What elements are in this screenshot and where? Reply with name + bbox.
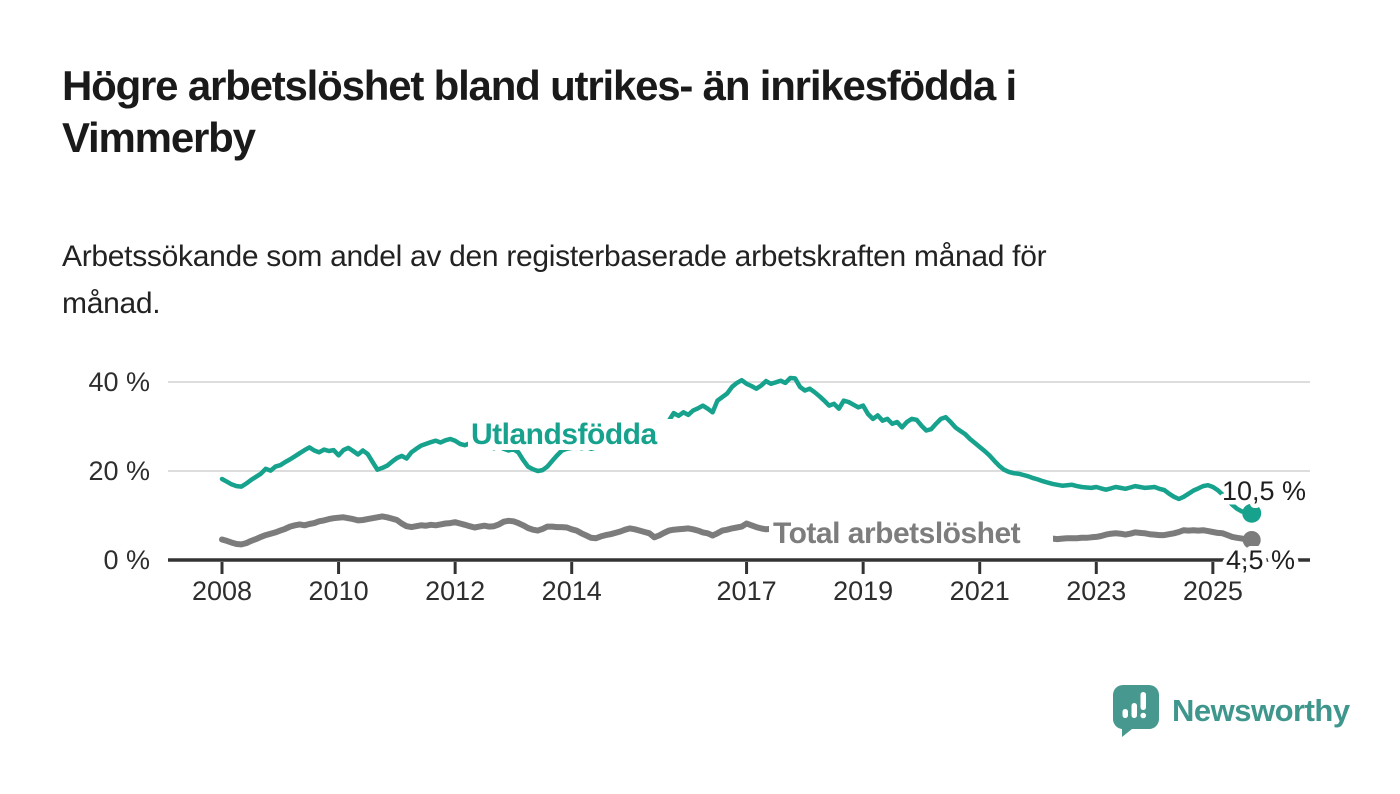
bar-exclamation	[1140, 692, 1146, 710]
page-title: Högre arbetslöshet bland utrikes- än inr…	[62, 60, 1302, 164]
page-subtitle-line2: månad.	[62, 287, 161, 320]
end-value-label-utlandsfodda: 10,5 %	[1222, 476, 1306, 506]
x-tick-label-2008: 2008	[192, 576, 252, 606]
end-dot-total	[1242, 530, 1261, 549]
series-label-utlandsfodda: Utlandsfödda	[471, 418, 657, 451]
line-utlandsfodda	[219, 375, 1254, 516]
page-title-line1: Högre arbetslöshet bland utrikes- än inr…	[62, 62, 1017, 109]
y-tick-label-40: 40 %	[88, 367, 150, 397]
line-total-arbetsloshet	[219, 513, 1255, 548]
x-tick-label-2010: 2010	[309, 576, 369, 606]
bar-medium	[1131, 703, 1137, 718]
x-tick-label-2021: 2021	[950, 576, 1010, 606]
brand-footer: Newsworthy	[1112, 684, 1350, 737]
end-dot-utlandsfodda	[1242, 503, 1262, 523]
label-plate-utlandsfodda	[468, 419, 674, 450]
y-tick-label-0: 0 %	[103, 545, 150, 575]
page-subtitle: Arbetssökande som andel av den registerb…	[62, 233, 1302, 327]
x-tick-label-2025: 2025	[1183, 576, 1243, 606]
x-tick-label-2012: 2012	[425, 576, 485, 606]
end-value-label-total: 4,5 %	[1226, 545, 1295, 575]
series-label-total-arbetsloshet: Total arbetslöshet	[773, 517, 1021, 550]
exclamation-dot	[1140, 712, 1147, 719]
y-tick-label-20: 20 %	[88, 456, 150, 486]
bar-small	[1122, 709, 1128, 718]
newsworthy-logo-icon	[1112, 685, 1159, 737]
label-plate-total	[769, 517, 1053, 550]
x-tick-label-2014: 2014	[542, 576, 602, 606]
page-title-line2: Vimmerby	[62, 114, 256, 161]
brand-name: Newsworthy	[1172, 692, 1350, 728]
x-tick-label-2017: 2017	[717, 576, 777, 606]
x-tick-label-2019: 2019	[833, 576, 893, 606]
x-tick-label-2023: 2023	[1066, 576, 1126, 606]
page-subtitle-line1: Arbetssökande som andel av den registerb…	[62, 240, 1047, 273]
